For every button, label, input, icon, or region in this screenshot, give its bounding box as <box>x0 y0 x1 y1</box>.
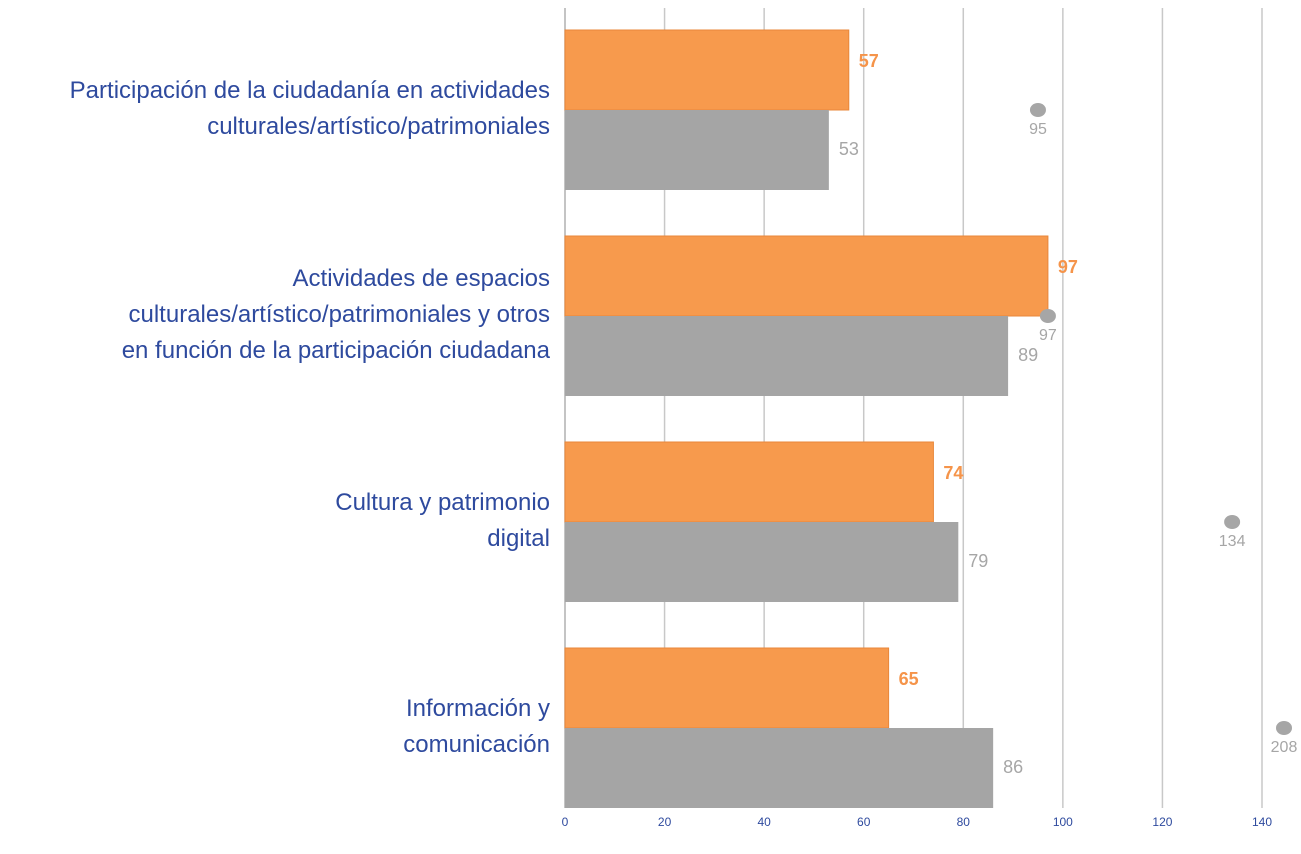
x-tick-label: 40 <box>757 815 771 829</box>
data-label: 79 <box>968 551 988 571</box>
x-tick-label: 60 <box>857 815 871 829</box>
bar <box>565 522 959 602</box>
data-label: 53 <box>839 139 859 159</box>
bar <box>565 728 994 808</box>
bar <box>564 235 1049 317</box>
bar <box>564 647 890 729</box>
x-tick-label: 120 <box>1152 815 1172 829</box>
x-tick-label: 80 <box>957 815 971 829</box>
x-tick-label: 0 <box>562 815 569 829</box>
marker <box>1039 309 1056 323</box>
marker <box>1029 103 1046 117</box>
y-tick-label: Participación de la ciudadanía en activi… <box>70 77 550 140</box>
data-label: 134 <box>1219 533 1246 550</box>
bar <box>565 110 829 190</box>
data-label: 208 <box>1271 739 1298 756</box>
data-label: 57 <box>859 51 879 71</box>
bar <box>564 441 934 523</box>
data-label: 65 <box>899 669 919 689</box>
marker <box>1224 515 1241 529</box>
x-tick-label: 140 <box>1252 815 1272 829</box>
data-label: 97 <box>1039 327 1057 344</box>
data-label: 95 <box>1029 121 1047 138</box>
bar <box>565 316 1009 396</box>
marker <box>1276 721 1292 735</box>
x-tick-label: 100 <box>1053 815 1073 829</box>
y-tick-label: Cultura y patrimonio digital <box>335 489 550 552</box>
data-label: 74 <box>943 463 963 483</box>
y-tick-label: Actividades de espacios culturales/artíst… <box>122 265 551 364</box>
data-label: 86 <box>1003 757 1023 777</box>
data-label: 97 <box>1058 257 1078 277</box>
x-tick-label: 20 <box>658 815 672 829</box>
bar <box>564 29 850 111</box>
y-tick-label: Información y comunicación <box>403 695 550 758</box>
data-label: 89 <box>1018 345 1038 365</box>
